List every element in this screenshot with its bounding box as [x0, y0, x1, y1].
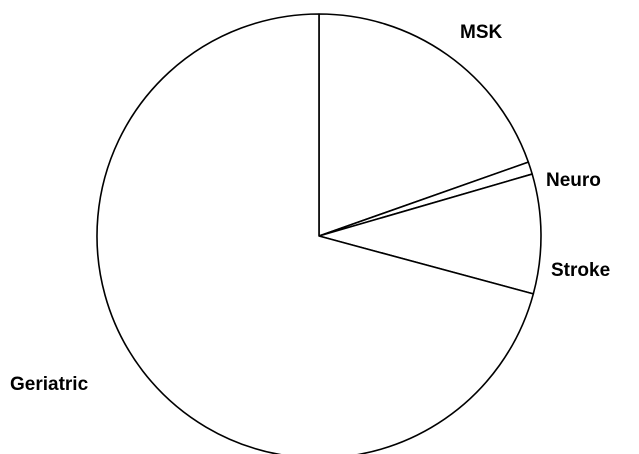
pie-slices: [96, 13, 542, 454]
pie-slice-geriatric: [96, 13, 535, 454]
slice-label-geriatric: Geriatric: [10, 374, 89, 395]
slice-label-msk: MSK: [460, 22, 503, 43]
slice-label-stroke: Stroke: [551, 260, 610, 281]
pie-labels: MSK Neuro Stroke Geriatric: [10, 22, 610, 395]
slice-label-neuro: Neuro: [546, 170, 601, 191]
pie-slice-stroke: [318, 173, 542, 295]
